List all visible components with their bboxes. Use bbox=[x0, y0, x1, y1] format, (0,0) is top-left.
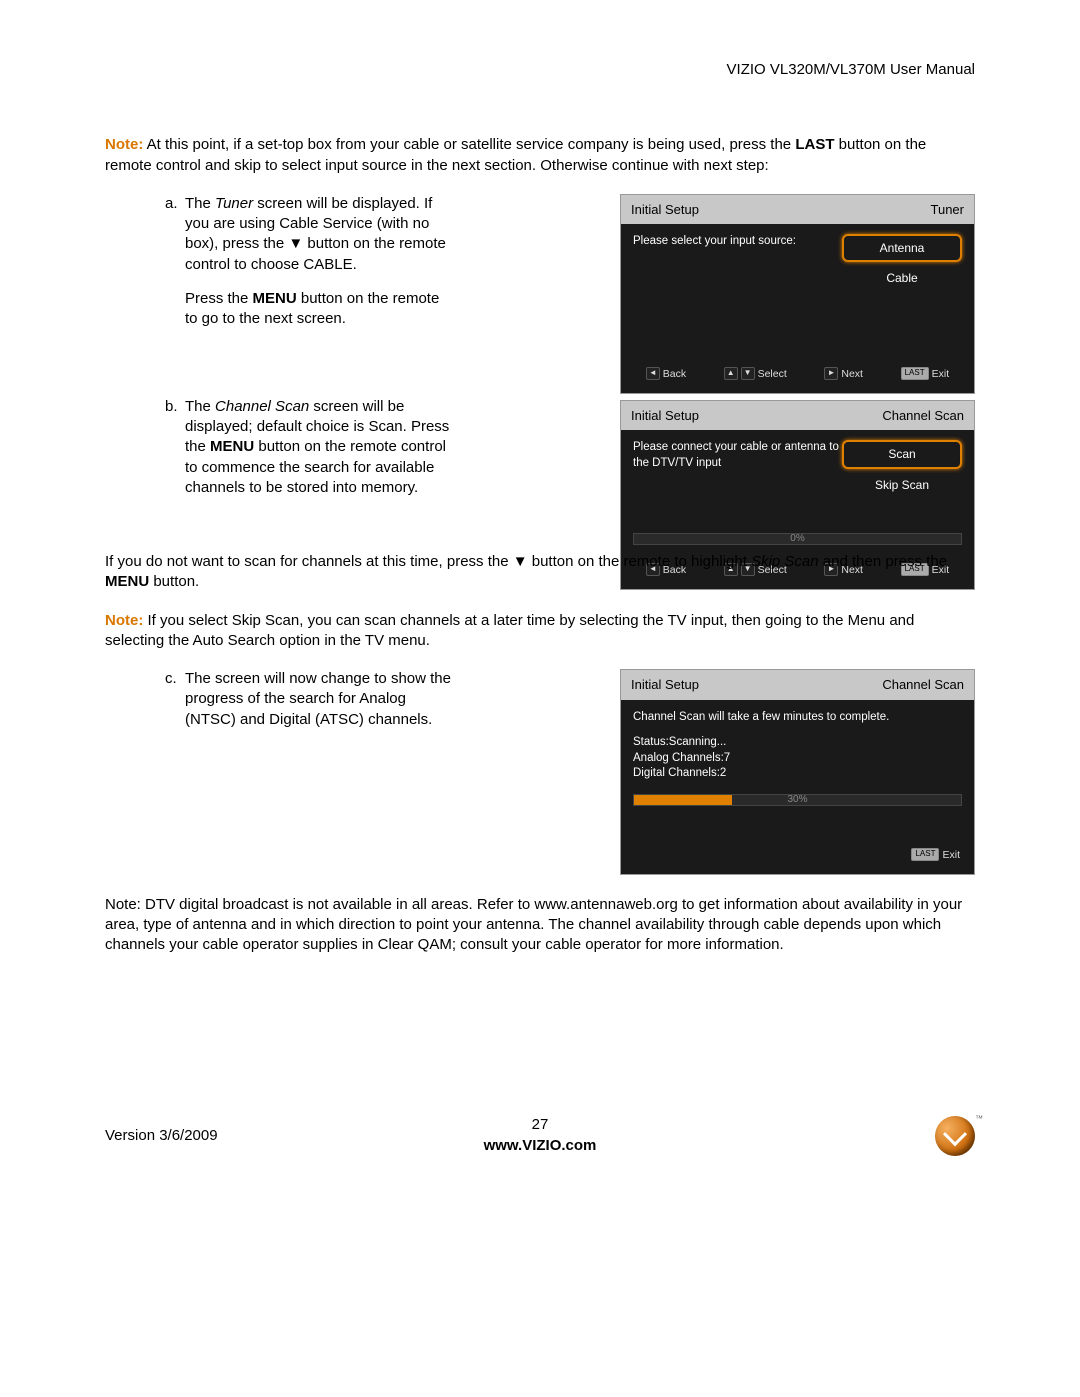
tv-stack: Initial Setup Tuner Please select your i… bbox=[620, 194, 975, 596]
tv2-title: Initial Setup bbox=[631, 407, 699, 425]
tv1-prompt: Please select your input source: bbox=[633, 234, 842, 294]
step-a-row: a. The Tuner screen will be displayed. I… bbox=[105, 194, 975, 596]
note-label: Note: bbox=[105, 136, 143, 153]
page-header: VIZIO VL320M/VL370M User Manual bbox=[105, 60, 975, 80]
vizio-logo-icon: ™ bbox=[935, 1116, 975, 1156]
step-a-text: The Tuner screen will be displayed. If y… bbox=[185, 194, 455, 344]
tv1-option-antenna[interactable]: Antenna bbox=[842, 234, 962, 262]
tv1-footer: ◄Back ▲▼Select ►Next LASTExit bbox=[621, 359, 974, 393]
manual-title: VIZIO VL320M/VL370M User Manual bbox=[727, 61, 975, 78]
step-c-row: c. The screen will now change to show th… bbox=[105, 669, 975, 881]
dtv-note: Note: DTV digital broadcast is not avail… bbox=[105, 895, 975, 956]
intro-note: Note: At this point, if a set-top box fr… bbox=[105, 135, 975, 176]
tv2-option-skip[interactable]: Skip Scan bbox=[842, 473, 962, 497]
tv1-subtitle: Tuner bbox=[931, 201, 964, 219]
note-skip-scan: Note: If you select Skip Scan, you can s… bbox=[105, 611, 975, 652]
antennaweb-link[interactable]: www.antennaweb.org bbox=[534, 896, 677, 913]
tv3-progress-fill bbox=[634, 795, 732, 805]
tv1-title: Initial Setup bbox=[631, 201, 699, 219]
tv1-option-cable[interactable]: Cable bbox=[842, 266, 962, 290]
tv2-subtitle: Channel Scan bbox=[882, 407, 964, 425]
tv-screen-tuner: Initial Setup Tuner Please select your i… bbox=[620, 194, 975, 394]
tv3-footer: LASTExit bbox=[621, 840, 974, 874]
tv2-option-scan[interactable]: Scan bbox=[842, 440, 962, 468]
page-footer: Version 3/6/2009 27 www.VIZIO.com ™ bbox=[105, 1116, 975, 1156]
tv2-progress: 0% bbox=[633, 533, 962, 545]
step-a-letter: a. bbox=[105, 194, 185, 214]
tv-screen-progress: Initial Setup Channel Scan Channel Scan … bbox=[620, 669, 975, 875]
tv3-progress: 30% bbox=[633, 794, 962, 806]
tv2-prompt: Please connect your cable or antenna to … bbox=[633, 440, 842, 500]
